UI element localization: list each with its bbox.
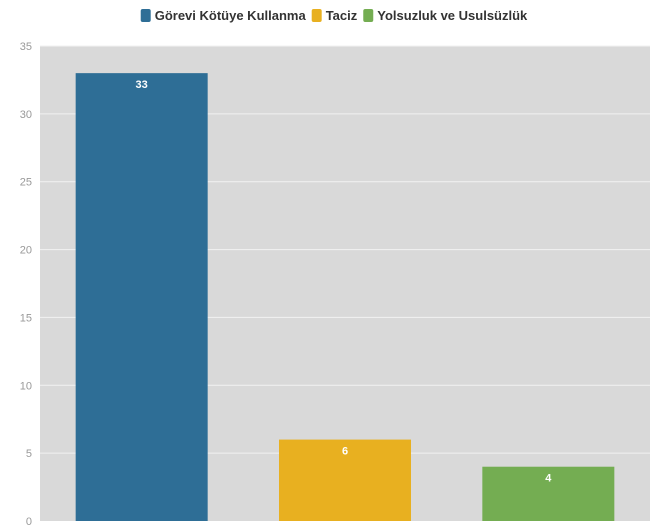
- y-tick-label: 20: [20, 245, 32, 257]
- y-axis: 0 5 10 15 20 25 30 35: [20, 41, 32, 526]
- legend-swatch: [140, 9, 151, 22]
- y-tick-label: 25: [20, 177, 32, 189]
- y-tick-label: 15: [20, 312, 32, 324]
- bar-value-label: 33: [136, 79, 148, 91]
- bar-value-label: 6: [342, 446, 348, 458]
- bars: 33 6 4: [75, 73, 615, 522]
- y-tick-label: 10: [20, 380, 32, 392]
- legend: Görevi Kötüye Kullanma Taciz Yolsuzluk ve …: [140, 8, 528, 23]
- legend-item[interactable]: Yolsuzluk ve Usulsüzlük: [363, 8, 528, 23]
- y-tick-label: 30: [20, 109, 32, 121]
- legend-item[interactable]: Görevi Kötüye Kullanma: [140, 8, 307, 23]
- y-tick-label: 0: [26, 516, 32, 526]
- legend-item[interactable]: Taciz: [311, 8, 358, 23]
- bar-value-label: 4: [545, 473, 552, 485]
- y-tick-label: 5: [26, 448, 32, 460]
- legend-swatch: [311, 9, 322, 22]
- y-tick-label: 35: [20, 41, 32, 53]
- bar-2: [279, 439, 411, 521]
- bar-3: [482, 466, 615, 521]
- legend-label: Taciz: [326, 8, 358, 23]
- legend-label: Yolsuzluk ve Usulsüzlük: [377, 8, 528, 23]
- legend-swatch: [363, 9, 374, 22]
- legend-label: Görevi Kötüye Kullanma: [155, 8, 307, 23]
- bar-1: [75, 73, 208, 522]
